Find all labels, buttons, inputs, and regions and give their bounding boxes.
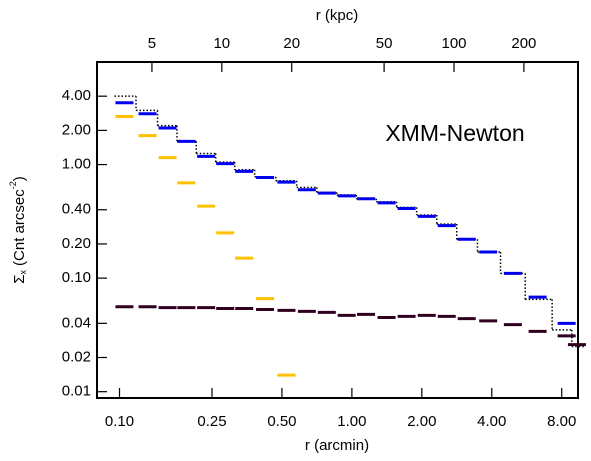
- y-label-sup: -2: [8, 181, 18, 189]
- plot-area: [114, 95, 586, 377]
- annotation: XMM-Newton: [385, 120, 524, 146]
- x-tick-label: 8.00: [547, 413, 576, 430]
- y-tick-label: 0.20: [62, 235, 91, 252]
- y-tick-label: 0.04: [62, 314, 91, 331]
- y-tick-label: 0.01: [62, 383, 91, 400]
- plot-frame: [96, 61, 579, 399]
- y-tick-label: 2.00: [62, 121, 91, 138]
- top-tick-label: 20: [283, 35, 300, 52]
- y-tick-label: 0.10: [62, 269, 91, 286]
- y-tick-label: 0.02: [62, 348, 91, 365]
- y-axis-label: Σx (Cnt arcsec-2): [8, 176, 28, 283]
- top-tick-label: 10: [213, 35, 230, 52]
- x-tick-label: 0.10: [105, 413, 134, 430]
- x-tick-label: 0.25: [197, 413, 226, 430]
- top-tick-label: 100: [441, 35, 466, 52]
- y-label-sub: x: [18, 269, 28, 274]
- x-tick-label: 0.50: [267, 413, 296, 430]
- y-label-symbol: Σ: [11, 274, 28, 283]
- top-axis-label: r (kpc): [316, 7, 359, 24]
- y-label-unit: (Cnt arcsec: [11, 189, 28, 266]
- top-tick-label: 5: [148, 35, 156, 52]
- y-label-close: ): [11, 176, 28, 181]
- x-tick-label: 1.00: [337, 413, 366, 430]
- y-tick-label: 4.00: [62, 87, 91, 104]
- top-tick-label: 200: [511, 35, 536, 52]
- x-tick-label: 4.00: [477, 413, 506, 430]
- x-tick-label: 2.00: [407, 413, 436, 430]
- x-axis-label: r (arcmin): [305, 437, 369, 454]
- y-tick-label: 1.00: [62, 156, 91, 173]
- y-tick-label: 0.40: [62, 201, 91, 218]
- top-tick-label: 50: [376, 35, 393, 52]
